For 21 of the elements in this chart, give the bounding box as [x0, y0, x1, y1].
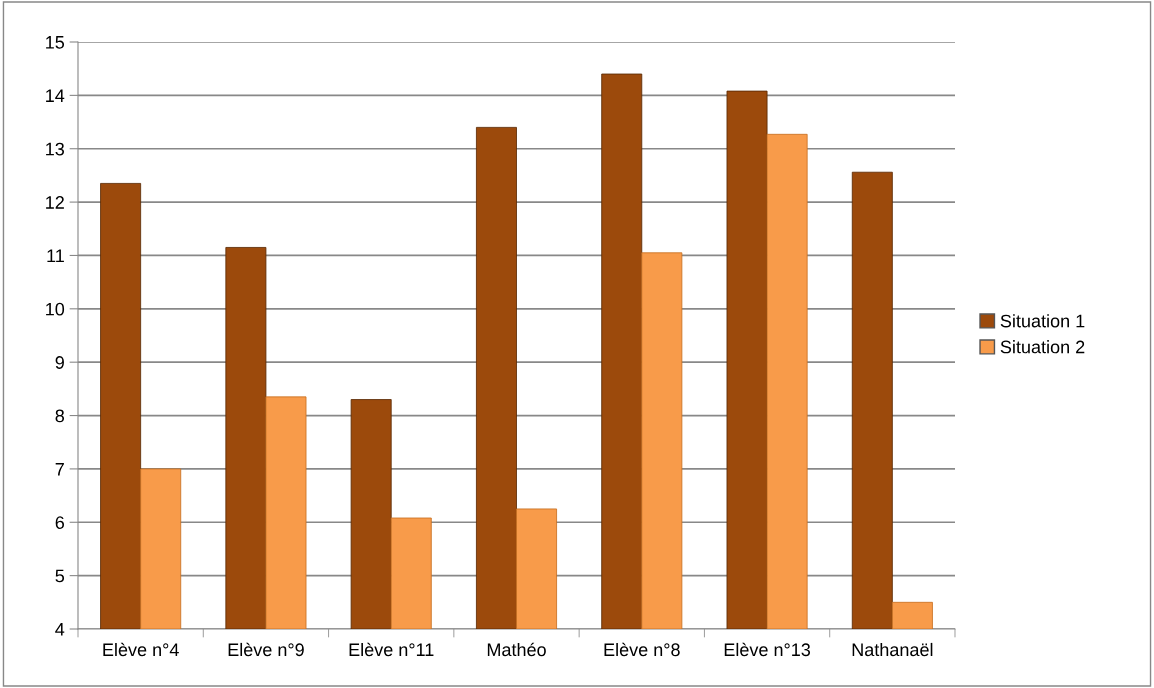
y-tick-label: 12	[46, 196, 64, 209]
y-tick-label: 10	[46, 302, 65, 316]
y-tick-label: 8	[55, 409, 65, 423]
y-tick-label: 7	[55, 463, 64, 476]
x-tick-label: Mathéo	[487, 642, 546, 657]
x-tick-label: Elève n°9	[228, 642, 304, 657]
y-tick-label: 13	[46, 142, 65, 156]
y-tick-label: 4	[55, 623, 65, 636]
legend-label: Situation 1	[1000, 314, 1085, 328]
y-tick-label: 9	[55, 356, 64, 369]
x-tick-label: Elève n°11	[349, 642, 434, 657]
y-tick-label: 15	[46, 36, 65, 49]
x-tick-label: Elève n°4	[103, 642, 179, 657]
y-tick-label: 6	[55, 516, 65, 529]
x-tick-label: Elève n°13	[724, 642, 811, 657]
y-tick-label: 11	[47, 249, 64, 262]
x-tick-label: Elève n°8	[604, 642, 680, 657]
y-tick-label: 14	[46, 89, 65, 102]
y-tick-label: 5	[55, 569, 65, 583]
x-tick-label: Nathanaël	[852, 642, 933, 657]
legend-label: Situation 2	[1000, 340, 1085, 354]
